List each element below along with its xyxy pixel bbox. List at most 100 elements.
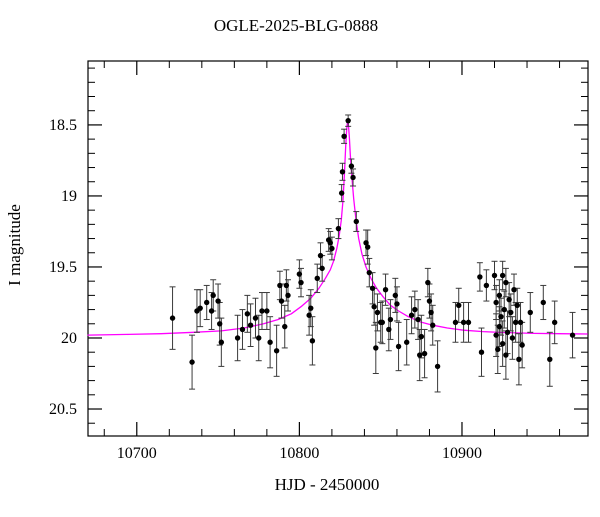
data-point <box>259 308 265 314</box>
data-point <box>348 163 355 169</box>
data-point <box>285 292 291 299</box>
data-point <box>267 339 273 345</box>
data-point <box>477 274 483 280</box>
data-point <box>425 279 431 286</box>
error-bars <box>169 114 576 393</box>
y-tick-label: 20.5 <box>49 401 77 418</box>
data-point <box>256 335 262 341</box>
data-point <box>363 240 369 246</box>
data-point <box>465 319 472 326</box>
data-point <box>319 265 325 272</box>
data-point <box>239 326 246 333</box>
data-point <box>350 174 356 181</box>
data-point <box>353 218 359 225</box>
data-point <box>208 308 215 314</box>
data-point <box>218 339 225 345</box>
y-tick-label: 19.5 <box>49 259 77 276</box>
data-point <box>452 319 459 326</box>
data-point <box>499 340 506 347</box>
data-point <box>483 282 490 289</box>
data-point <box>498 313 504 320</box>
data-point <box>428 309 434 316</box>
data-point <box>506 296 512 303</box>
data-point <box>493 332 499 338</box>
data-point <box>252 315 259 321</box>
data-point <box>516 356 522 362</box>
data-point <box>527 309 533 316</box>
data-point <box>169 315 176 321</box>
data-point <box>418 333 425 340</box>
data-point <box>496 292 503 299</box>
data-point <box>517 319 524 326</box>
y-tick-labels: 18.5 19 19.5 20 20.5 <box>49 117 77 418</box>
data-point <box>203 299 210 306</box>
y-tick-label: 19 <box>61 188 77 205</box>
data-points <box>169 117 576 370</box>
data-point <box>501 306 507 313</box>
data-point <box>460 319 467 326</box>
data-point <box>387 316 394 323</box>
data-point <box>547 356 553 362</box>
data-point <box>306 312 312 318</box>
data-point <box>210 292 216 299</box>
data-point <box>551 319 558 326</box>
data-point <box>373 345 379 351</box>
data-point <box>329 245 335 252</box>
data-point <box>341 133 347 139</box>
data-point <box>309 338 316 344</box>
data-point <box>514 302 520 309</box>
data-point <box>434 363 441 370</box>
data-point <box>540 299 546 306</box>
data-point <box>426 298 433 304</box>
data-point <box>392 292 399 299</box>
data-point <box>371 304 377 310</box>
data-point <box>298 279 304 286</box>
data-point <box>217 321 223 327</box>
data-point <box>234 335 241 341</box>
data-point <box>215 298 221 304</box>
data-point <box>366 269 373 276</box>
data-point <box>386 326 392 333</box>
y-axis-label: I magnitude <box>5 204 24 286</box>
data-point <box>296 271 303 277</box>
data-point <box>264 308 270 314</box>
data-point <box>364 244 371 250</box>
data-point <box>335 225 342 232</box>
data-point <box>382 286 389 293</box>
data-point <box>499 272 506 279</box>
data-point <box>508 309 514 316</box>
data-point <box>374 309 381 316</box>
data-point <box>327 240 333 246</box>
data-point <box>503 279 509 286</box>
data-point <box>317 252 324 259</box>
y-axis-ticks <box>88 67 588 424</box>
data-point <box>569 332 576 338</box>
data-point <box>277 282 283 289</box>
data-point <box>244 311 251 317</box>
data-point <box>493 299 499 306</box>
data-point <box>314 275 320 282</box>
x-axis-label: HJD - 2450000 <box>275 475 380 494</box>
data-point <box>339 169 346 175</box>
plot-title: OGLE-2025-BLG-0888 <box>214 16 378 35</box>
data-point <box>495 346 501 353</box>
data-point <box>379 319 386 326</box>
data-point <box>504 329 511 336</box>
data-point <box>369 285 376 291</box>
data-point <box>338 190 345 196</box>
data-point <box>394 301 400 307</box>
data-point <box>247 322 254 328</box>
x-tick-labels: 10700 10800 10900 <box>117 445 482 462</box>
y-tick-label: 18.5 <box>49 117 77 134</box>
data-point <box>395 343 402 350</box>
frame-rect <box>87 60 589 437</box>
data-point <box>345 117 351 124</box>
data-point <box>278 298 285 304</box>
data-point <box>509 335 516 341</box>
data-point <box>197 305 203 311</box>
data-point <box>519 342 525 348</box>
data-point <box>456 302 462 309</box>
x-tick-label: 10800 <box>279 445 319 462</box>
